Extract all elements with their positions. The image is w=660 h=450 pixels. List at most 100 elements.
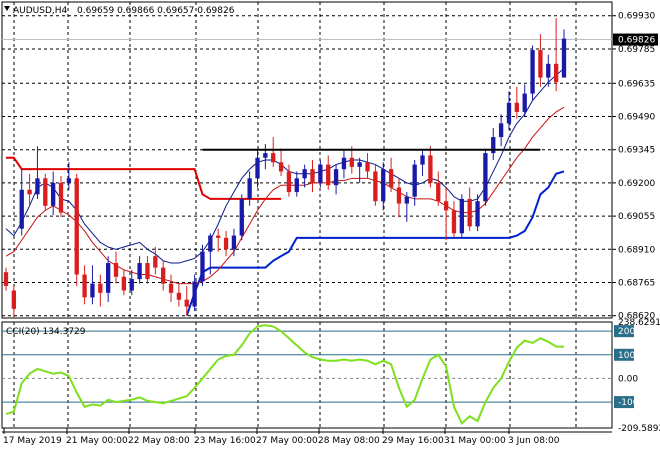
bearish-candle bbox=[11, 290, 17, 309]
bearish-candle bbox=[271, 153, 276, 163]
price-axis-label: 0.69490 bbox=[618, 112, 655, 122]
bearish-candle bbox=[74, 178, 79, 275]
cci-line bbox=[5, 324, 565, 426]
time-axis-label: 22 May 08:00 bbox=[128, 436, 190, 446]
cci-axis-label: 100 bbox=[618, 351, 635, 361]
time-axis-label: 28 May 08:00 bbox=[318, 436, 380, 446]
price-pane-border bbox=[1, 1, 613, 319]
cci-pane-border bbox=[1, 321, 613, 429]
bullish-candle bbox=[35, 178, 40, 195]
bearish-candle bbox=[514, 102, 520, 112]
bullish-candle bbox=[90, 283, 95, 298]
bullish-candle bbox=[357, 162, 362, 167]
bullish-candle bbox=[561, 38, 567, 78]
cci-pane: CCI(20) 134.3729 bbox=[1, 321, 613, 429]
bullish-candle bbox=[263, 153, 268, 158]
bullish-candle bbox=[475, 201, 480, 227]
bullish-candle bbox=[200, 251, 205, 282]
time-axis-label: 31 May 00:00 bbox=[444, 436, 506, 446]
symbol-label: AUDUSD,H4 bbox=[13, 6, 68, 16]
cci-level-tag-bg bbox=[614, 348, 634, 361]
bearish-candle bbox=[168, 283, 174, 293]
bearish-candle bbox=[153, 256, 158, 268]
chart-header: AUDUSD,H4 0.69659 0.69866 0.69657 0.6982… bbox=[4, 6, 235, 16]
bearish-candle bbox=[436, 182, 441, 202]
bearish-candle bbox=[161, 267, 166, 284]
cci-level-tag-bg bbox=[614, 325, 634, 338]
trailing-stop-blue bbox=[185, 170, 565, 317]
bearish-candle bbox=[443, 201, 449, 211]
cci-label: CCI(20) 134.3729 bbox=[6, 327, 86, 337]
price-axis-label: 0.69785 bbox=[618, 45, 655, 55]
bullish-candle bbox=[50, 182, 56, 206]
cci-axis-label: -100 bbox=[618, 398, 639, 408]
bullish-candle bbox=[412, 164, 417, 197]
bearish-candle bbox=[428, 155, 433, 183]
bullish-candle bbox=[341, 157, 347, 170]
trailing-stop-lines bbox=[6, 156, 565, 317]
bearish-candle bbox=[3, 272, 9, 286]
cci-axis-label: -209.5892 bbox=[618, 424, 660, 434]
bearish-candle bbox=[113, 263, 119, 277]
bearish-candle bbox=[467, 198, 472, 227]
bullish-candle bbox=[247, 178, 252, 199]
bearish-candle bbox=[310, 169, 315, 183]
bullish-candle bbox=[19, 189, 24, 229]
cci-axis-label: 200 bbox=[618, 327, 635, 337]
bearish-candle bbox=[286, 171, 292, 193]
down-triangle-icon[interactable] bbox=[4, 6, 10, 11]
bearish-candle bbox=[145, 263, 150, 280]
time-axis-label: 21 May 00:00 bbox=[66, 436, 128, 446]
bearish-candle bbox=[396, 187, 402, 204]
bearish-candle bbox=[184, 299, 189, 307]
bearish-candle bbox=[58, 182, 64, 213]
price-axis-label: 0.69930 bbox=[618, 12, 655, 22]
bullish-candle bbox=[302, 169, 307, 179]
bearish-candle bbox=[349, 157, 354, 167]
current-price-tag: 0.69826 bbox=[613, 33, 658, 46]
bearish-candle bbox=[223, 237, 229, 250]
price-axis-label: 0.68765 bbox=[618, 279, 655, 289]
bullish-candle bbox=[381, 169, 386, 202]
price-pane: AUDUSD,H4 0.69659 0.69866 0.69657 0.6982… bbox=[1, 1, 613, 319]
bullish-candle bbox=[106, 263, 111, 293]
time-axis-label: 3 Jun 08:00 bbox=[508, 436, 560, 446]
price-axis-label: 0.69200 bbox=[618, 179, 655, 189]
bullish-candle bbox=[318, 164, 323, 183]
bullish-candle bbox=[208, 235, 213, 252]
price-axis: 0.69930 0.69785 0.69635 0.69490 0.69345 0.692… bbox=[612, 12, 655, 322]
price-axis-label: 0.69635 bbox=[618, 79, 655, 89]
bullish-candle bbox=[459, 198, 464, 234]
candles bbox=[3, 18, 567, 318]
ohlc-values: 0.69659 0.69866 0.69657 0.69826 bbox=[77, 6, 235, 16]
bearish-candle bbox=[326, 164, 331, 186]
price-axis-label: 0.69055 bbox=[618, 212, 655, 222]
bullish-candle bbox=[491, 137, 496, 154]
bearish-candle bbox=[365, 162, 370, 172]
bullish-candle bbox=[522, 93, 527, 112]
bullish-candle bbox=[506, 102, 512, 124]
bullish-candle bbox=[129, 279, 134, 291]
bearish-candle bbox=[176, 292, 182, 300]
bullish-candle bbox=[231, 235, 237, 250]
bearish-candle bbox=[451, 210, 457, 234]
bullish-candle bbox=[333, 169, 339, 186]
bullish-candle bbox=[498, 123, 504, 138]
bullish-candle bbox=[483, 153, 488, 202]
bullish-candle bbox=[255, 157, 260, 179]
bullish-candle bbox=[137, 263, 142, 280]
bullish-candle bbox=[530, 50, 535, 94]
bearish-candle bbox=[388, 169, 394, 188]
cci-axis-label: 0.00 bbox=[618, 374, 638, 384]
cci-axis-label: 238.6291 bbox=[618, 318, 660, 328]
bullish-candle bbox=[404, 196, 409, 204]
cci-level-tag-bg bbox=[614, 396, 634, 409]
bullish-candle bbox=[294, 178, 299, 193]
bearish-candle bbox=[43, 178, 48, 206]
time-axis: 17 May 2019 21 May 00:00 22 May 08:00 23 Ma… bbox=[2, 428, 612, 446]
time-axis-label: 23 May 16:00 bbox=[194, 436, 256, 446]
bullish-candle bbox=[546, 63, 551, 78]
